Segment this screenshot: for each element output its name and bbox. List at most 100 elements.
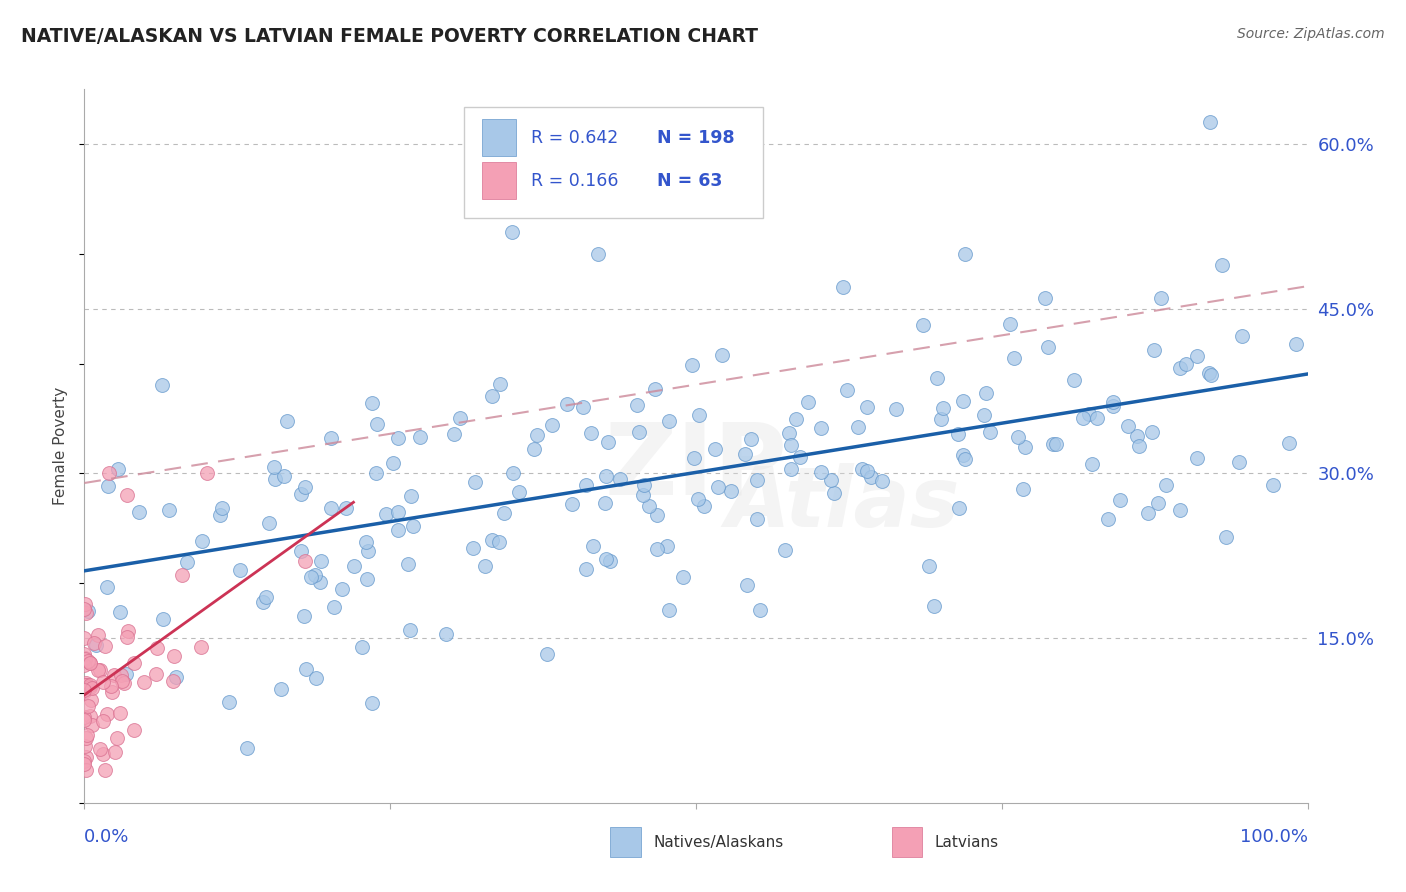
- Point: [79, 708, 101, 723]
- Point: [860, 469, 883, 483]
- Point: [100, 685, 122, 699]
- Point: [276, 414, 298, 428]
- Point: [190, 533, 212, 548]
- Bar: [482, 120, 516, 156]
- Point: [1042, 436, 1064, 450]
- Point: [1014, 440, 1036, 454]
- Point: [84, 638, 107, 652]
- Point: [162, 648, 184, 663]
- Point: [1085, 410, 1108, 425]
- Point: [1128, 439, 1150, 453]
- Point: [91, 714, 114, 728]
- Point: [948, 501, 970, 516]
- Point: [354, 535, 377, 549]
- Point: [82, 718, 104, 732]
- Point: [1261, 478, 1284, 492]
- Point: [555, 397, 578, 411]
- Point: [75, 606, 97, 620]
- Point: [734, 447, 756, 461]
- Point: [218, 695, 240, 709]
- Point: [683, 450, 706, 465]
- Point: [593, 496, 616, 510]
- Point: [628, 425, 651, 439]
- Point: [489, 376, 512, 391]
- Point: [707, 480, 730, 494]
- Point: [658, 603, 681, 617]
- Point: [658, 414, 681, 428]
- Point: [1011, 482, 1033, 496]
- Point: [595, 468, 617, 483]
- Point: [1080, 458, 1102, 472]
- Point: [76, 677, 98, 691]
- Point: [100, 679, 122, 693]
- Point: [211, 501, 233, 516]
- Point: [672, 570, 695, 584]
- Point: [574, 562, 596, 576]
- Point: [172, 567, 194, 582]
- Point: [1150, 291, 1173, 305]
- Point: [720, 483, 742, 498]
- Point: [810, 466, 832, 480]
- Point: [681, 359, 703, 373]
- Point: [107, 462, 129, 476]
- Point: [924, 599, 946, 614]
- Point: [254, 590, 277, 604]
- Point: [1071, 411, 1094, 425]
- Point: [350, 640, 373, 654]
- Point: [111, 673, 134, 688]
- Point: [851, 462, 873, 476]
- Point: [780, 462, 803, 476]
- Point: [1174, 357, 1197, 371]
- Point: [73, 677, 96, 691]
- Point: [309, 554, 332, 568]
- Point: [209, 508, 232, 522]
- Point: [263, 459, 285, 474]
- Point: [797, 395, 820, 409]
- Point: [856, 464, 879, 478]
- Point: [94, 763, 117, 777]
- Point: [321, 431, 343, 445]
- Point: [343, 558, 366, 573]
- Text: Latvians: Latvians: [935, 835, 998, 849]
- Point: [75, 675, 97, 690]
- Point: [596, 435, 619, 450]
- Point: [711, 348, 734, 362]
- Point: [749, 603, 772, 617]
- Y-axis label: Female Poverty: Female Poverty: [53, 387, 69, 505]
- Point: [73, 597, 96, 611]
- Point: [409, 430, 432, 444]
- Point: [366, 417, 388, 431]
- Point: [775, 542, 797, 557]
- Point: [1147, 495, 1170, 509]
- Point: [97, 479, 120, 493]
- Point: [626, 398, 648, 412]
- Point: [835, 383, 858, 397]
- Point: [76, 604, 98, 618]
- Point: [536, 647, 558, 661]
- Point: [73, 647, 96, 661]
- Point: [631, 488, 654, 502]
- Point: [73, 652, 96, 666]
- Point: [79, 680, 101, 694]
- Point: [648, 202, 671, 217]
- Point: [290, 544, 312, 558]
- Point: [856, 400, 879, 414]
- Point: [1063, 373, 1085, 387]
- Point: [146, 641, 169, 656]
- Text: Source: ZipAtlas.com: Source: ZipAtlas.com: [1237, 27, 1385, 41]
- Point: [1156, 478, 1178, 492]
- Point: [356, 544, 378, 558]
- Point: [1198, 366, 1220, 380]
- Point: [494, 506, 516, 520]
- Point: [292, 608, 315, 623]
- Point: [1199, 368, 1222, 382]
- Point: [1278, 436, 1301, 450]
- Point: [953, 247, 976, 261]
- Point: [1109, 493, 1132, 508]
- Point: [73, 713, 96, 727]
- Point: [952, 393, 974, 408]
- Point: [270, 681, 292, 696]
- Point: [73, 601, 96, 615]
- Point: [73, 710, 96, 724]
- Point: [1168, 360, 1191, 375]
